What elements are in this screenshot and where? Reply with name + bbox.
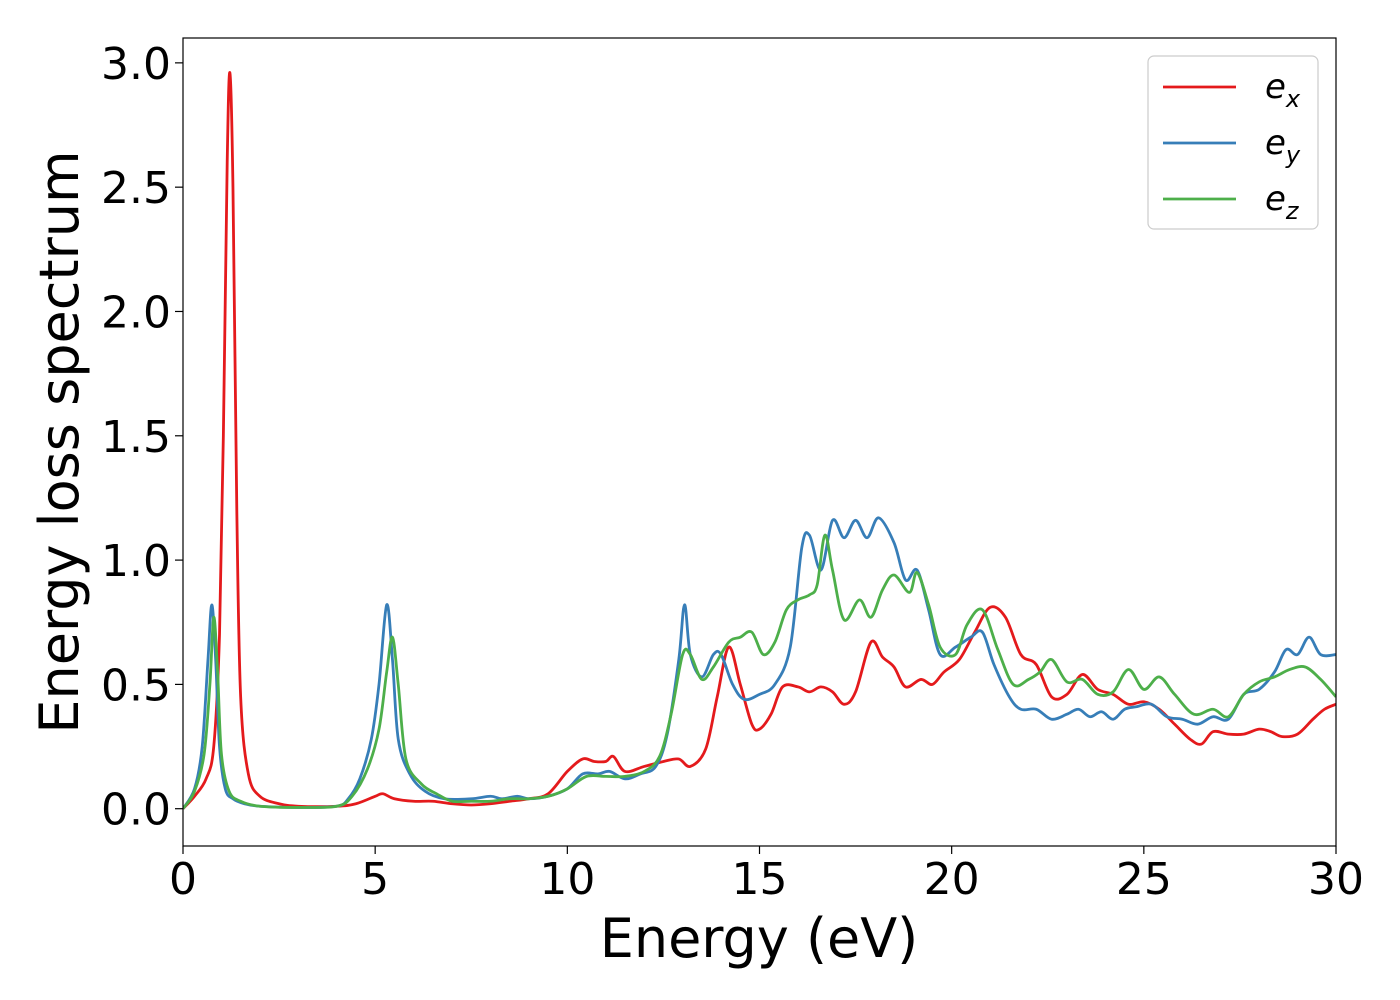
y-tick-label: 1.0 (101, 536, 171, 587)
x-axis-label: Energy (eV) (600, 907, 919, 970)
x-axis: 0 5 10 15 20 25 30 (169, 846, 1364, 905)
x-tick-label: 15 (732, 854, 788, 905)
y-axis: 0.0 0.5 1.0 1.5 2.0 2.5 3.0 (101, 39, 183, 836)
x-tick-label: 20 (924, 854, 980, 905)
y-tick-label: 1.5 (101, 412, 171, 463)
x-tick-label: 30 (1308, 854, 1364, 905)
series-line-ez (183, 533, 1336, 810)
y-tick-label: 2.5 (101, 163, 171, 214)
y-tick-label: 0.0 (101, 785, 171, 836)
x-tick-label: 5 (361, 854, 389, 905)
x-tick-label: 10 (539, 854, 595, 905)
x-tick-label: 25 (1116, 854, 1172, 905)
x-tick-label: 0 (169, 854, 197, 905)
series-line-ey (183, 516, 1336, 810)
series-layer (183, 71, 1336, 810)
series-line-ex (183, 71, 1336, 810)
y-tick-label: 3.0 (101, 39, 171, 90)
y-tick-label: 2.0 (101, 287, 171, 338)
y-axis-label: Energy loss spectrum (28, 150, 91, 733)
y-tick-label: 0.5 (101, 660, 171, 711)
legend-label-ez: ez (1265, 179, 1300, 225)
